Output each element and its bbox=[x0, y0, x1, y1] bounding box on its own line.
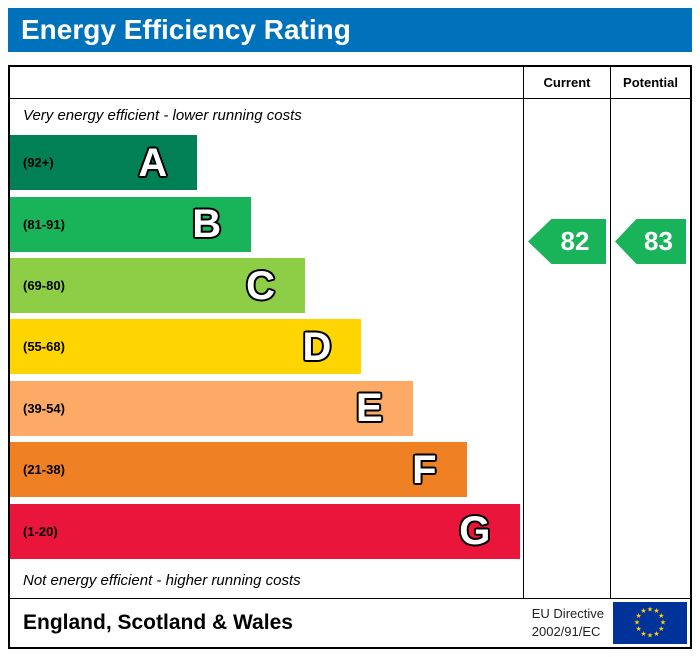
svg-text:★: ★ bbox=[653, 630, 659, 638]
band-letter: A bbox=[138, 140, 168, 185]
band-bar-f: (21-38) F bbox=[10, 442, 467, 498]
band-bar-e: (39-54) E bbox=[10, 380, 413, 436]
band-range: (69-80) bbox=[23, 278, 65, 294]
table-footer: England, Scotland & Wales EU Directive 2… bbox=[10, 598, 690, 647]
band-letter: D bbox=[302, 324, 332, 369]
band-range: (92+) bbox=[23, 155, 54, 171]
svg-text:★: ★ bbox=[634, 619, 640, 627]
region-label: England, Scotland & Wales bbox=[23, 611, 293, 634]
band-range: (21-38) bbox=[23, 462, 65, 478]
eu-directive-line1: EU Directive bbox=[531, 606, 604, 622]
band-row-d: (55-68) D bbox=[10, 316, 523, 377]
table-body: Very energy efficient - lower running co… bbox=[10, 99, 690, 598]
eu-directive-line2: 2002/91/EC bbox=[531, 624, 601, 639]
band-row-a: (92+) A bbox=[10, 132, 523, 193]
chart-area: Very energy efficient - lower running co… bbox=[10, 99, 523, 598]
band-range: (81-91) bbox=[23, 216, 65, 232]
band-row-c: (69-80) C bbox=[10, 255, 523, 316]
header-spacer bbox=[10, 67, 523, 98]
svg-text:★: ★ bbox=[653, 607, 659, 615]
band-letter: F bbox=[412, 447, 437, 492]
band-letter: E bbox=[356, 386, 383, 431]
band-row-f: (21-38) F bbox=[10, 439, 523, 500]
current-column-header: Current bbox=[523, 67, 610, 98]
svg-text:★: ★ bbox=[640, 630, 646, 638]
eu-directive-label: EU Directive 2002/91/EC bbox=[532, 605, 613, 640]
band-bar-a: (92+) A bbox=[10, 135, 198, 191]
band-bar-c: (69-80) C bbox=[10, 258, 305, 314]
eu-flag-icon: ★ ★ ★ ★ ★ ★ ★ ★ ★ ★ ★ ★ bbox=[613, 602, 687, 644]
svg-text:★: ★ bbox=[660, 619, 666, 627]
band-bar-b: (81-91) B bbox=[10, 196, 252, 252]
svg-text:★: ★ bbox=[636, 625, 642, 633]
band-letter: B bbox=[192, 202, 222, 247]
band-row-e: (39-54) E bbox=[10, 378, 523, 439]
band-letter: G bbox=[459, 509, 491, 554]
svg-text:★: ★ bbox=[640, 607, 646, 615]
current-rating-arrow: 82 bbox=[528, 219, 606, 264]
svg-text:★: ★ bbox=[658, 625, 664, 633]
potential-rating-arrow: 83 bbox=[615, 219, 686, 264]
potential-column-header: Potential bbox=[610, 67, 690, 98]
svg-text:★: ★ bbox=[658, 612, 664, 620]
band-bar-d: (55-68) D bbox=[10, 319, 362, 375]
band-range: (55-68) bbox=[23, 339, 65, 355]
band-range: (1-20) bbox=[23, 523, 58, 539]
page-title: Energy Efficiency Rating bbox=[21, 14, 351, 45]
bottom-note: Not energy efficient - higher running co… bbox=[23, 571, 301, 589]
band-row-g: (1-20) G bbox=[10, 501, 523, 562]
table-header-row: Current Potential bbox=[10, 67, 690, 99]
band-row-b: (81-91) B bbox=[10, 193, 523, 254]
rating-table: Current Potential Very energy efficient … bbox=[8, 65, 692, 649]
band-letter: C bbox=[246, 263, 275, 308]
band-bar-g: (1-20) G bbox=[10, 503, 521, 559]
svg-text:★: ★ bbox=[647, 632, 653, 640]
top-note: Very energy efficient - lower running co… bbox=[23, 107, 302, 124]
potential-column: 83 bbox=[610, 99, 690, 598]
title-bar: Energy Efficiency Rating bbox=[8, 8, 692, 52]
svg-text:★: ★ bbox=[647, 606, 653, 614]
svg-text:★: ★ bbox=[636, 612, 642, 620]
current-column: 82 bbox=[523, 99, 610, 598]
rating-bands: (92+) A (81-91) B (69-80) C (55-68) D (39-54) E (2… bbox=[10, 132, 523, 562]
band-range: (39-54) bbox=[23, 400, 65, 416]
